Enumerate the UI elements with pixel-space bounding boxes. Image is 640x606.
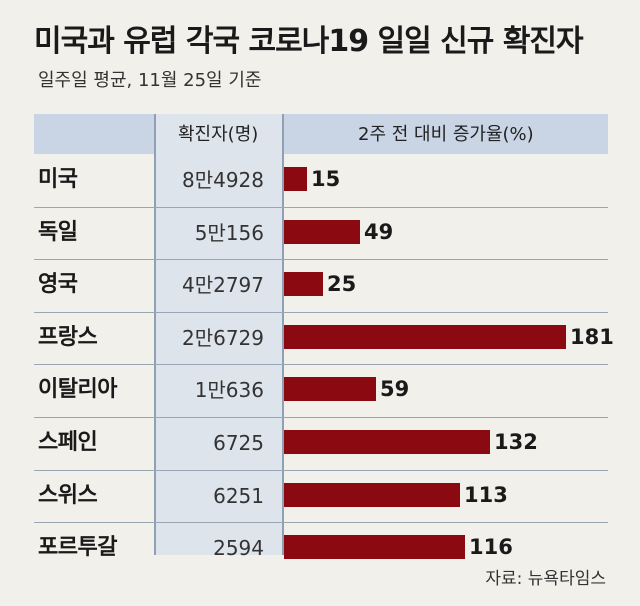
growth-bar xyxy=(284,220,360,244)
country-label: 스페인 xyxy=(38,430,98,455)
growth-value-label: 113 xyxy=(464,483,508,507)
chart-title: 미국과 유럽 각국 코로나19 일일 신규 확진자 xyxy=(34,24,584,59)
cases-value: 6725 xyxy=(213,431,264,455)
growth-bar xyxy=(284,272,323,296)
chart-subtitle: 일주일 평균, 11월 25일 기준 xyxy=(38,70,262,91)
cases-column-background xyxy=(156,114,284,555)
cases-value: 1만636 xyxy=(194,378,264,402)
country-label: 스위스 xyxy=(38,483,98,508)
growth-bar xyxy=(284,535,465,559)
country-label: 이탈리아 xyxy=(38,377,117,402)
growth-value-label: 49 xyxy=(364,220,394,244)
row-divider xyxy=(34,312,608,313)
country-label: 프랑스 xyxy=(38,325,98,350)
cases-value: 5만156 xyxy=(194,221,264,245)
cases-column-header: 확진자(명) xyxy=(178,124,259,145)
growth-column-header: 2주 전 대비 증가율(%) xyxy=(358,124,534,145)
growth-value-label: 116 xyxy=(469,535,513,559)
country-label: 영국 xyxy=(38,272,78,297)
column-divider-left xyxy=(154,114,156,555)
row-divider xyxy=(34,207,608,208)
growth-bar xyxy=(284,377,376,401)
source-note: 자료: 뉴욕타임스 xyxy=(485,569,606,589)
growth-value-label: 181 xyxy=(570,325,614,349)
growth-value-label: 15 xyxy=(311,167,341,191)
growth-bar xyxy=(284,325,566,349)
growth-bar xyxy=(284,430,490,454)
column-divider-right xyxy=(282,114,284,555)
row-divider xyxy=(34,259,608,260)
country-label: 독일 xyxy=(38,220,78,245)
cases-value: 4만2797 xyxy=(181,273,264,297)
cases-value: 2만6729 xyxy=(181,326,264,350)
cases-value: 2594 xyxy=(213,536,264,560)
row-divider xyxy=(34,417,608,418)
growth-bar xyxy=(284,483,460,507)
country-label: 미국 xyxy=(38,167,78,192)
row-divider xyxy=(34,364,608,365)
row-divider xyxy=(34,522,608,523)
cases-value: 6251 xyxy=(213,484,264,508)
growth-value-label: 132 xyxy=(494,430,538,454)
growth-value-label: 59 xyxy=(380,377,410,401)
table-header xyxy=(34,114,608,154)
growth-value-label: 25 xyxy=(327,272,357,296)
row-divider xyxy=(34,470,608,471)
growth-bar xyxy=(284,167,307,191)
country-label: 포르투갈 xyxy=(38,535,117,560)
cases-value: 8만4928 xyxy=(181,168,264,192)
